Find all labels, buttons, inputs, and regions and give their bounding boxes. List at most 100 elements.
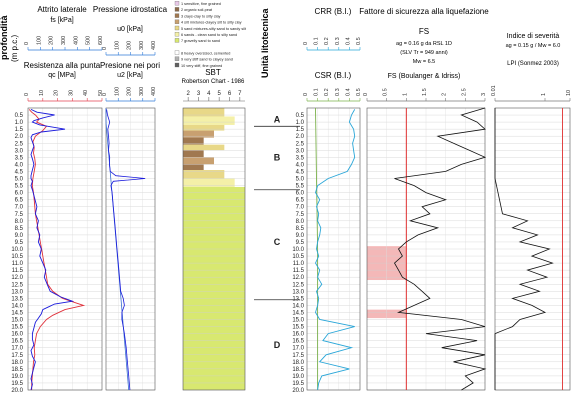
depth-tick-label-26: 13.5: [11, 296, 23, 302]
qc-series-line: [30, 108, 75, 391]
qc-panel-top-tick-label-3: 300: [61, 36, 67, 45]
sbt-panel-tick-label-2: 4: [207, 91, 211, 97]
sbt-layer-1: [183, 116, 235, 125]
crr-panel-top-tick-label-5: 0.5: [356, 37, 362, 45]
crr-panel-bottom-tick-label-3: 0.3: [335, 88, 341, 96]
depth-tick-label-right-13: 7.0: [296, 205, 305, 211]
sbt-layer-4: [183, 137, 204, 145]
qc-panel-bottom-tick-label-2: 20: [54, 90, 60, 96]
depth-tick-label-18: 9.5: [15, 240, 24, 246]
u2-panel-bottom-tick-label-1: 100: [114, 87, 120, 96]
depth-tick-label-right-34: 17.5: [292, 353, 304, 359]
sbt-legend-swatch-1: [174, 1, 180, 6]
qc-panel-top-tick-label-0: 0: [24, 42, 30, 45]
sbt-layer-5: [183, 144, 225, 151]
sbt-layer-10: [183, 178, 235, 187]
u2-panel-bottom-tick-label-0: 0: [102, 93, 108, 96]
fs-panel-frame: [366, 107, 486, 391]
depth-tick-label-14: 7.5: [15, 212, 24, 218]
crr-panel-frame: [306, 107, 361, 391]
sbt-legend-label-1: 1 sensitive, fine grained: [181, 2, 221, 6]
depth-tick-label-37: 19.0: [11, 374, 23, 380]
sbt-panel-tick-label-3: 5: [217, 91, 221, 97]
depth-tick-label-right-1: 1.0: [296, 120, 305, 126]
fs-param-2: (SLV Tr = 949 anni): [400, 50, 448, 56]
depth-tick-label-4: 2.5: [15, 141, 24, 147]
depth-tick-label-right-21: 11.0: [293, 261, 305, 267]
depth-tick-label-1: 1.0: [15, 120, 24, 126]
fs-title: Fattore di sicurezza alla liquefazione: [359, 7, 489, 16]
lpi-title: Indice di severità: [507, 33, 560, 40]
depth-tick-label-right-2: 1.5: [296, 127, 305, 133]
depth-tick-label-3: 2.0: [15, 134, 24, 140]
depth-tick-label-right-36: 18.5: [292, 367, 304, 373]
fs-panel-bottom-tick-label-1: 0.5: [383, 88, 389, 96]
sbt-legend-swatch-8: [174, 50, 180, 55]
depth-tick-label-32: 16.5: [11, 339, 23, 345]
crr-top-title: CRR (B.I.): [315, 7, 352, 16]
depth-tick-label-35: 18.0: [11, 360, 23, 366]
u0-series-line: [105, 108, 130, 391]
sbt-title: SBT: [205, 68, 221, 77]
u2-panel-top-tick-label-4: 400: [151, 41, 157, 50]
depth-tick-label-25: 13.0: [11, 289, 23, 295]
csr-bottom-title: CSR (B.I.): [315, 71, 352, 80]
depth-tick-label-right-25: 13.0: [292, 289, 304, 295]
sbt-legend-swatch-10: [174, 62, 180, 68]
lpi-panel-bottom-tick-label-0: 0.01: [491, 85, 497, 96]
depth-tick-label-right-28: 14.5: [292, 310, 304, 316]
depth-tick-label-right-10: 5.5: [296, 184, 305, 190]
depth-tick-label-right-33: 17.0: [292, 346, 304, 352]
u2-top-unit: u0 [kPa]: [117, 26, 143, 33]
lpi-panel-bottom-tick-label-1: 1: [541, 93, 547, 96]
depth-tick-label-right-15: 8.0: [296, 219, 305, 225]
depth-tick-label-right-4: 2.5: [296, 141, 305, 147]
sbt-layer-11: [183, 186, 245, 390]
qc-top-title: Attrito laterale: [37, 5, 87, 14]
crr-panel-top-tick-label-0: 0: [303, 42, 309, 45]
u2-panel-top-tick-label-1: 100: [114, 41, 120, 50]
depth-tick-label-right-18: 9.5: [296, 240, 305, 246]
qc-bottom-title: Resistenza alla punta: [24, 61, 101, 70]
fs-param-1: ag = 0.16 g da RSL 1D: [396, 41, 452, 47]
depth-tick-label-36: 18.5: [11, 367, 23, 373]
crr-panel-bottom-tick-label-4: 0.4: [345, 88, 351, 96]
depth-tick-label-38: 19.5: [11, 381, 23, 387]
qc-panel-top-tick-label-4: 400: [73, 36, 79, 45]
qc-top-unit: fs [kPa]: [50, 17, 73, 24]
u2-panel-bottom-tick-label-2: 200: [127, 87, 133, 96]
sbt-legend-label-6: 6 sands - clean sand to silty sand: [181, 33, 237, 37]
u2-panel-bottom-tick-label-3: 300: [139, 87, 145, 96]
lpi-panel-bottom-tick-label-2: 10: [566, 90, 572, 96]
depth-tick-label-7: 4.0: [15, 162, 24, 168]
depth-tick-label-34: 17.5: [11, 353, 23, 359]
qc-bottom-unit: qc [MPa]: [48, 72, 76, 79]
lpi-series-line: [494, 108, 554, 390]
sbt-layer-8: [183, 164, 204, 171]
crr-panel-bottom-tick-label-1: 0.1: [314, 88, 320, 96]
plot-layer: 0.51.01.52.02.53.03.54.04.55.05.56.06.57…: [11, 1, 572, 394]
depth-tick-label-16: 8.5: [15, 226, 24, 232]
depth-tick-label-17: 9.0: [15, 233, 24, 239]
sbt-layer-6: [183, 150, 204, 158]
u2-panel-bottom-tick-label-4: 400: [151, 87, 157, 96]
crr-panel-bottom-tick-label-0: 0: [303, 93, 309, 96]
depth-axis-label: profondità: [0, 15, 9, 60]
depth-axis-unit: (m p.c.): [10, 35, 19, 62]
fs-panel-bottom-tick-label-5: 2.5: [461, 88, 467, 96]
crr-series-line: [314, 109, 356, 391]
depth-tick-label-right-16: 8.5: [296, 226, 305, 232]
depth-tick-label-right-8: 4.5: [296, 169, 305, 175]
depth-tick-label-8: 4.5: [15, 169, 24, 175]
depth-tick-label-right-32: 16.5: [292, 339, 304, 345]
depth-tick-label-2: 1.5: [15, 127, 24, 133]
sbt-legend-label-10: 10 very stiff, fine grained: [181, 64, 222, 68]
depth-tick-label-12: 6.5: [15, 198, 24, 204]
depth-tick-label-right-38: 19.5: [292, 381, 304, 387]
depth-tick-label-20: 10.5: [11, 254, 23, 260]
sbt-legend-swatch-3: [174, 13, 180, 18]
depth-tick-label-right-0: 0.5: [296, 113, 305, 119]
crr-panel-bottom-tick-label-2: 0.2: [324, 88, 330, 96]
sbt-legend-label-5: 5 sand mixtures-silty sand to sandy silt: [181, 27, 247, 31]
depth-tick-label-right-3: 2.0: [296, 134, 305, 140]
